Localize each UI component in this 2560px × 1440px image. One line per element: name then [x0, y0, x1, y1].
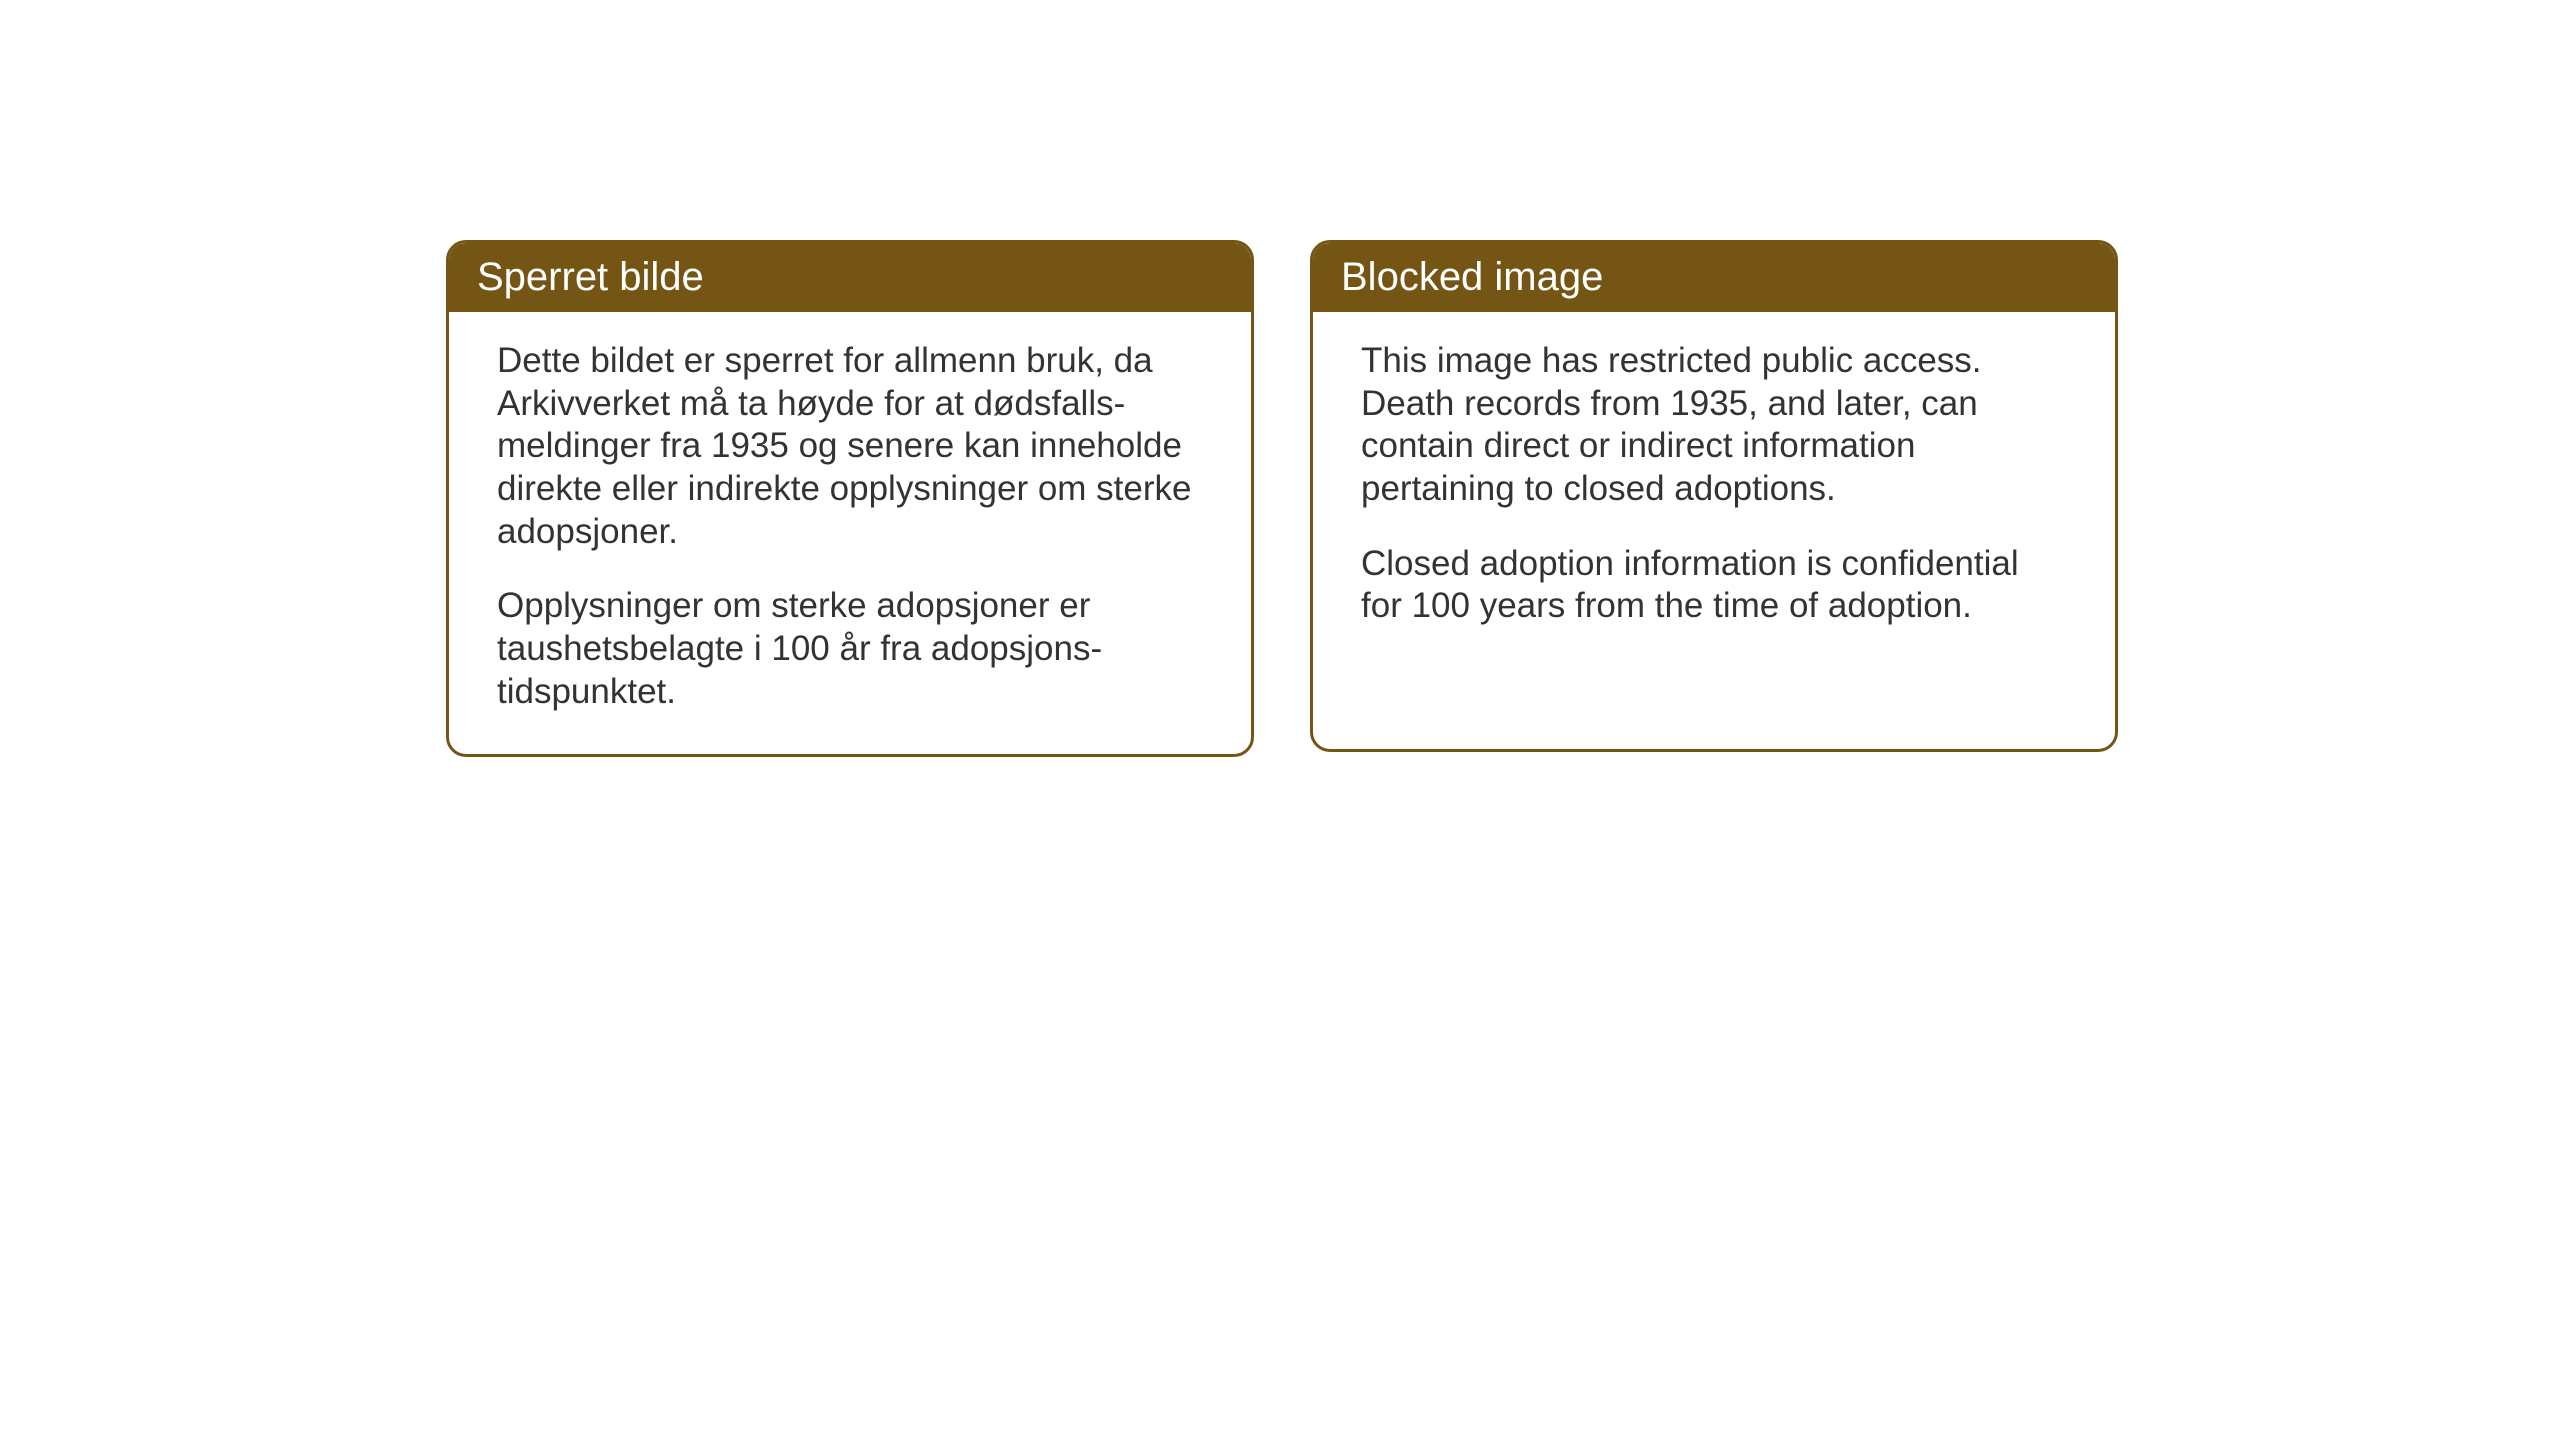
card-body-norwegian: Dette bildet er sperret for allmenn bruk… [449, 312, 1251, 754]
card-paragraph-1-english: This image has restricted public access.… [1361, 340, 2067, 511]
card-title-norwegian: Sperret bilde [477, 255, 704, 299]
card-title-english: Blocked image [1341, 255, 1603, 299]
notice-card-norwegian: Sperret bilde Dette bildet er sperret fo… [446, 240, 1254, 757]
card-header-norwegian: Sperret bilde [449, 243, 1251, 312]
card-paragraph-1-norwegian: Dette bildet er sperret for allmenn bruk… [497, 340, 1203, 553]
card-paragraph-2-english: Closed adoption information is confident… [1361, 543, 2067, 628]
card-paragraph-2-norwegian: Opplysninger om sterke adopsjoner er tau… [497, 585, 1203, 713]
notice-container: Sperret bilde Dette bildet er sperret fo… [446, 240, 2118, 757]
card-header-english: Blocked image [1313, 243, 2115, 312]
card-body-english: This image has restricted public access.… [1313, 312, 2115, 668]
notice-card-english: Blocked image This image has restricted … [1310, 240, 2118, 752]
